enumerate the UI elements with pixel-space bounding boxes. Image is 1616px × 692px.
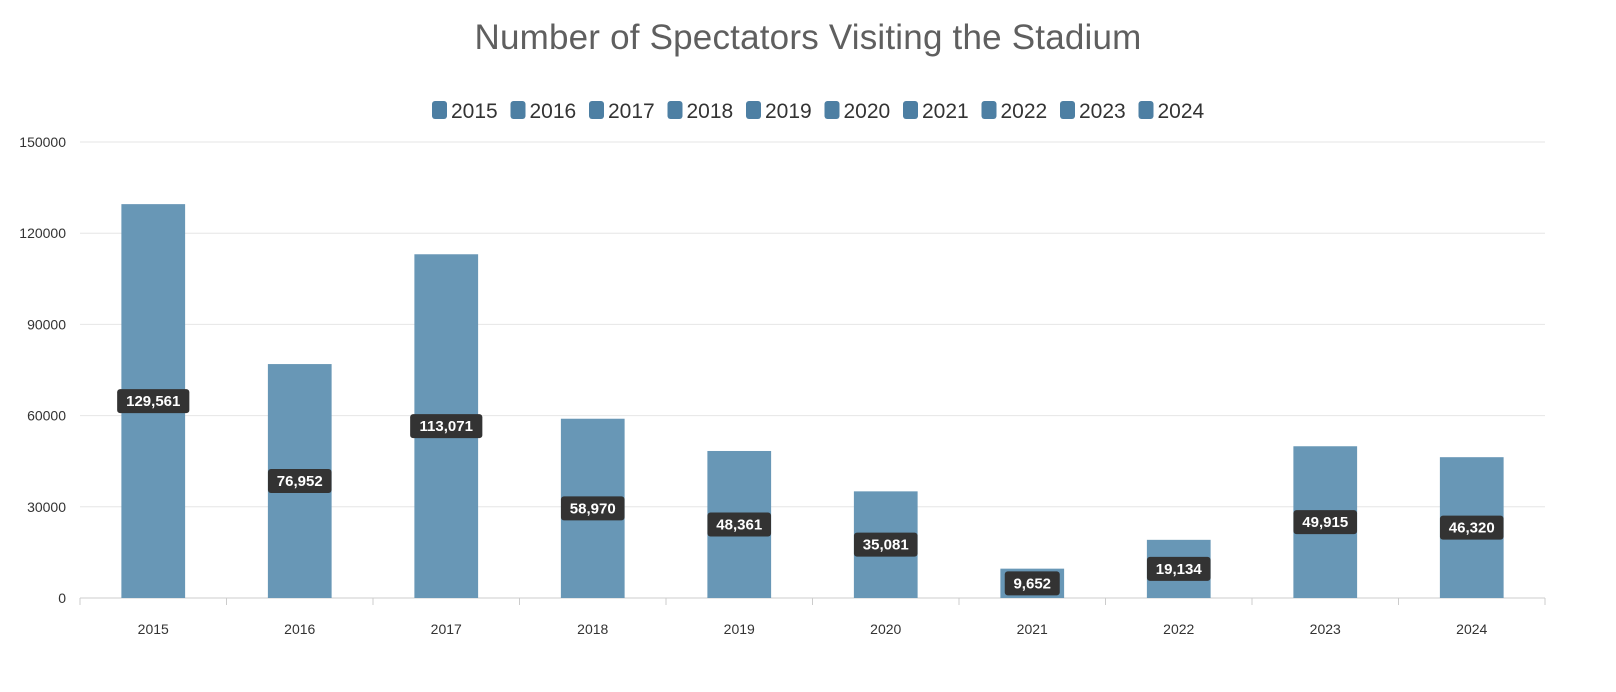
legend-item-2020[interactable]: 2020 [824,100,891,123]
data-label-box [1439,515,1504,540]
data-label-2023: 49,915 [1293,510,1358,535]
data-label-text: 46,320 [1449,520,1495,537]
legend-label: 2021 [922,100,969,123]
data-label-2018: 58,970 [560,496,625,521]
y-tick-label: 90000 [27,316,66,332]
y-tick-label: 60000 [27,408,66,424]
legend-item-2019[interactable]: 2019 [746,100,812,123]
chart-title: Number of Spectators Visiting the Stadiu… [474,18,1142,57]
data-label-text: 129,561 [126,393,180,410]
y-tick-label: 150000 [19,134,66,150]
legend-label: 2015 [451,100,498,123]
x-tick-label: 2021 [1017,621,1048,637]
legend-label: 2024 [1158,100,1205,123]
legend-item-2018[interactable]: 2018 [667,100,734,123]
data-label-box [267,469,332,494]
bars [121,204,1504,598]
data-label-2017: 113,071 [410,414,483,439]
data-labels: 129,561 76,952 113,071 58,970 48,361 35,081 9,… [117,389,1504,596]
y-tick-label: 30000 [27,499,66,515]
data-label-text: 58,970 [570,500,616,517]
data-label-text: 76,952 [277,473,323,490]
legend-label: 2020 [844,100,891,123]
legend-swatch [589,101,604,119]
x-tick-label: 2020 [870,621,901,637]
legend-label: 2022 [1001,100,1048,123]
y-tick-label: 120000 [19,225,66,241]
legend-swatch [667,101,683,119]
data-label-box [1004,571,1060,596]
legend-swatch [903,101,918,119]
legend-label: 2016 [530,100,577,123]
legend-swatch [1138,101,1154,119]
data-label-2022: 19,134 [1146,556,1211,581]
data-label-2021: 9,652 [1004,571,1060,596]
x-tick-label: 2023 [1310,621,1341,637]
data-label-2016: 76,952 [267,469,332,494]
legend-swatch [1060,101,1075,119]
legend-item-2024[interactable]: 2024 [1138,100,1205,123]
x-tick-label: 2024 [1456,621,1487,637]
data-label-box [853,532,918,557]
legend-swatch [824,101,840,119]
legend[interactable]: 2015 2016 2017 2018 2019 2020 2021 2022 2023 2024 [432,100,1205,123]
data-label-box [707,512,772,537]
x-tick-label: 2016 [284,621,315,637]
data-label-text: 9,652 [1013,575,1051,592]
legend-item-2016[interactable]: 2016 [510,100,577,123]
legend-label: 2017 [608,100,655,123]
data-label-text: 49,915 [1302,514,1348,531]
legend-item-2022[interactable]: 2022 [981,100,1048,123]
data-label-text: 19,134 [1156,561,1203,578]
data-label-2024: 46,320 [1439,515,1504,540]
legend-swatch [746,101,761,119]
data-label-2020: 35,081 [853,532,918,557]
legend-label: 2023 [1079,100,1126,123]
x-tick-label: 2019 [724,621,755,637]
x-tick-label: 2018 [577,621,608,637]
x-tick-label: 2022 [1163,621,1194,637]
y-tick-label: 0 [58,590,66,606]
data-label-box [560,496,625,521]
data-label-2015: 129,561 [117,389,190,414]
legend-swatch [510,101,526,119]
data-label-text: 35,081 [863,537,909,554]
data-label-box [1293,510,1358,535]
legend-item-2021[interactable]: 2021 [903,100,969,123]
data-label-text: 113,071 [420,418,473,435]
legend-swatch [981,101,997,119]
data-label-2019: 48,361 [707,512,772,537]
legend-label: 2019 [765,100,812,123]
legend-label: 2018 [687,100,734,123]
x-tick-label: 2015 [138,621,169,637]
legend-item-2015[interactable]: 2015 [432,100,498,123]
legend-swatch [432,101,447,119]
x-tick-label: 2017 [431,621,462,637]
data-label-box [117,389,190,414]
data-label-box [1146,556,1211,581]
data-label-text: 48,361 [716,516,762,533]
data-label-box [410,414,483,439]
legend-item-2017[interactable]: 2017 [589,100,655,123]
legend-item-2023[interactable]: 2023 [1060,100,1126,123]
